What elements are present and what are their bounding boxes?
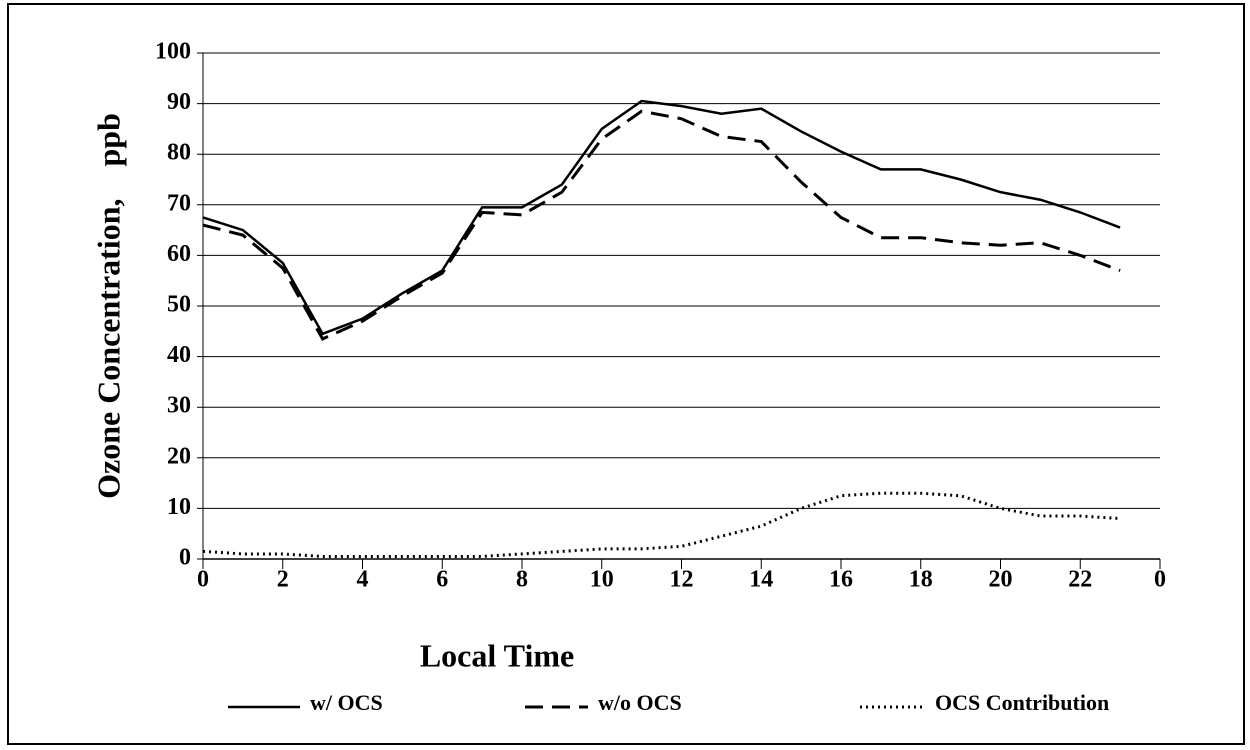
legend-label: w/o OCS xyxy=(598,690,682,715)
y-tick-label: 30 xyxy=(167,393,191,419)
x-tick-label: 14 xyxy=(749,567,773,593)
y-tick-label: 90 xyxy=(167,89,191,115)
y-tick-label: 50 xyxy=(167,292,191,318)
x-tick-label: 0 xyxy=(1154,567,1166,593)
x-tick-label: 20 xyxy=(989,567,1013,593)
line-series xyxy=(202,99,1121,336)
x-tick-label: 2 xyxy=(277,567,289,593)
y-tick-label: 100 xyxy=(155,39,191,65)
x-tick-label: 12 xyxy=(670,567,694,593)
x-axis-label: Local Time xyxy=(420,637,574,673)
x-tick-label: 0 xyxy=(197,567,209,593)
y-tick-label: 70 xyxy=(167,190,191,216)
x-tick-label: 8 xyxy=(516,567,528,593)
line-series xyxy=(202,491,1121,558)
y-axis-label: Ozone Concentration, ppb xyxy=(90,113,126,499)
y-tick-label: 40 xyxy=(167,342,191,368)
legend-label: OCS Contribution xyxy=(935,690,1109,715)
y-tick-label: 60 xyxy=(167,241,191,267)
frame xyxy=(7,3,1245,745)
y-tick-label: 80 xyxy=(167,140,191,166)
line-series xyxy=(202,109,1121,341)
x-tick-label: 22 xyxy=(1068,567,1092,593)
legend-label: w/ OCS xyxy=(310,690,383,715)
x-tick-label: 18 xyxy=(909,567,933,593)
x-tick-label: 16 xyxy=(829,567,853,593)
y-tick-label: 0 xyxy=(179,545,191,571)
y-tick-label: 10 xyxy=(167,494,191,520)
y-tick-label: 20 xyxy=(167,443,191,469)
x-tick-label: 10 xyxy=(590,567,614,593)
x-tick-label: 4 xyxy=(357,567,369,593)
x-tick-label: 6 xyxy=(436,567,448,593)
